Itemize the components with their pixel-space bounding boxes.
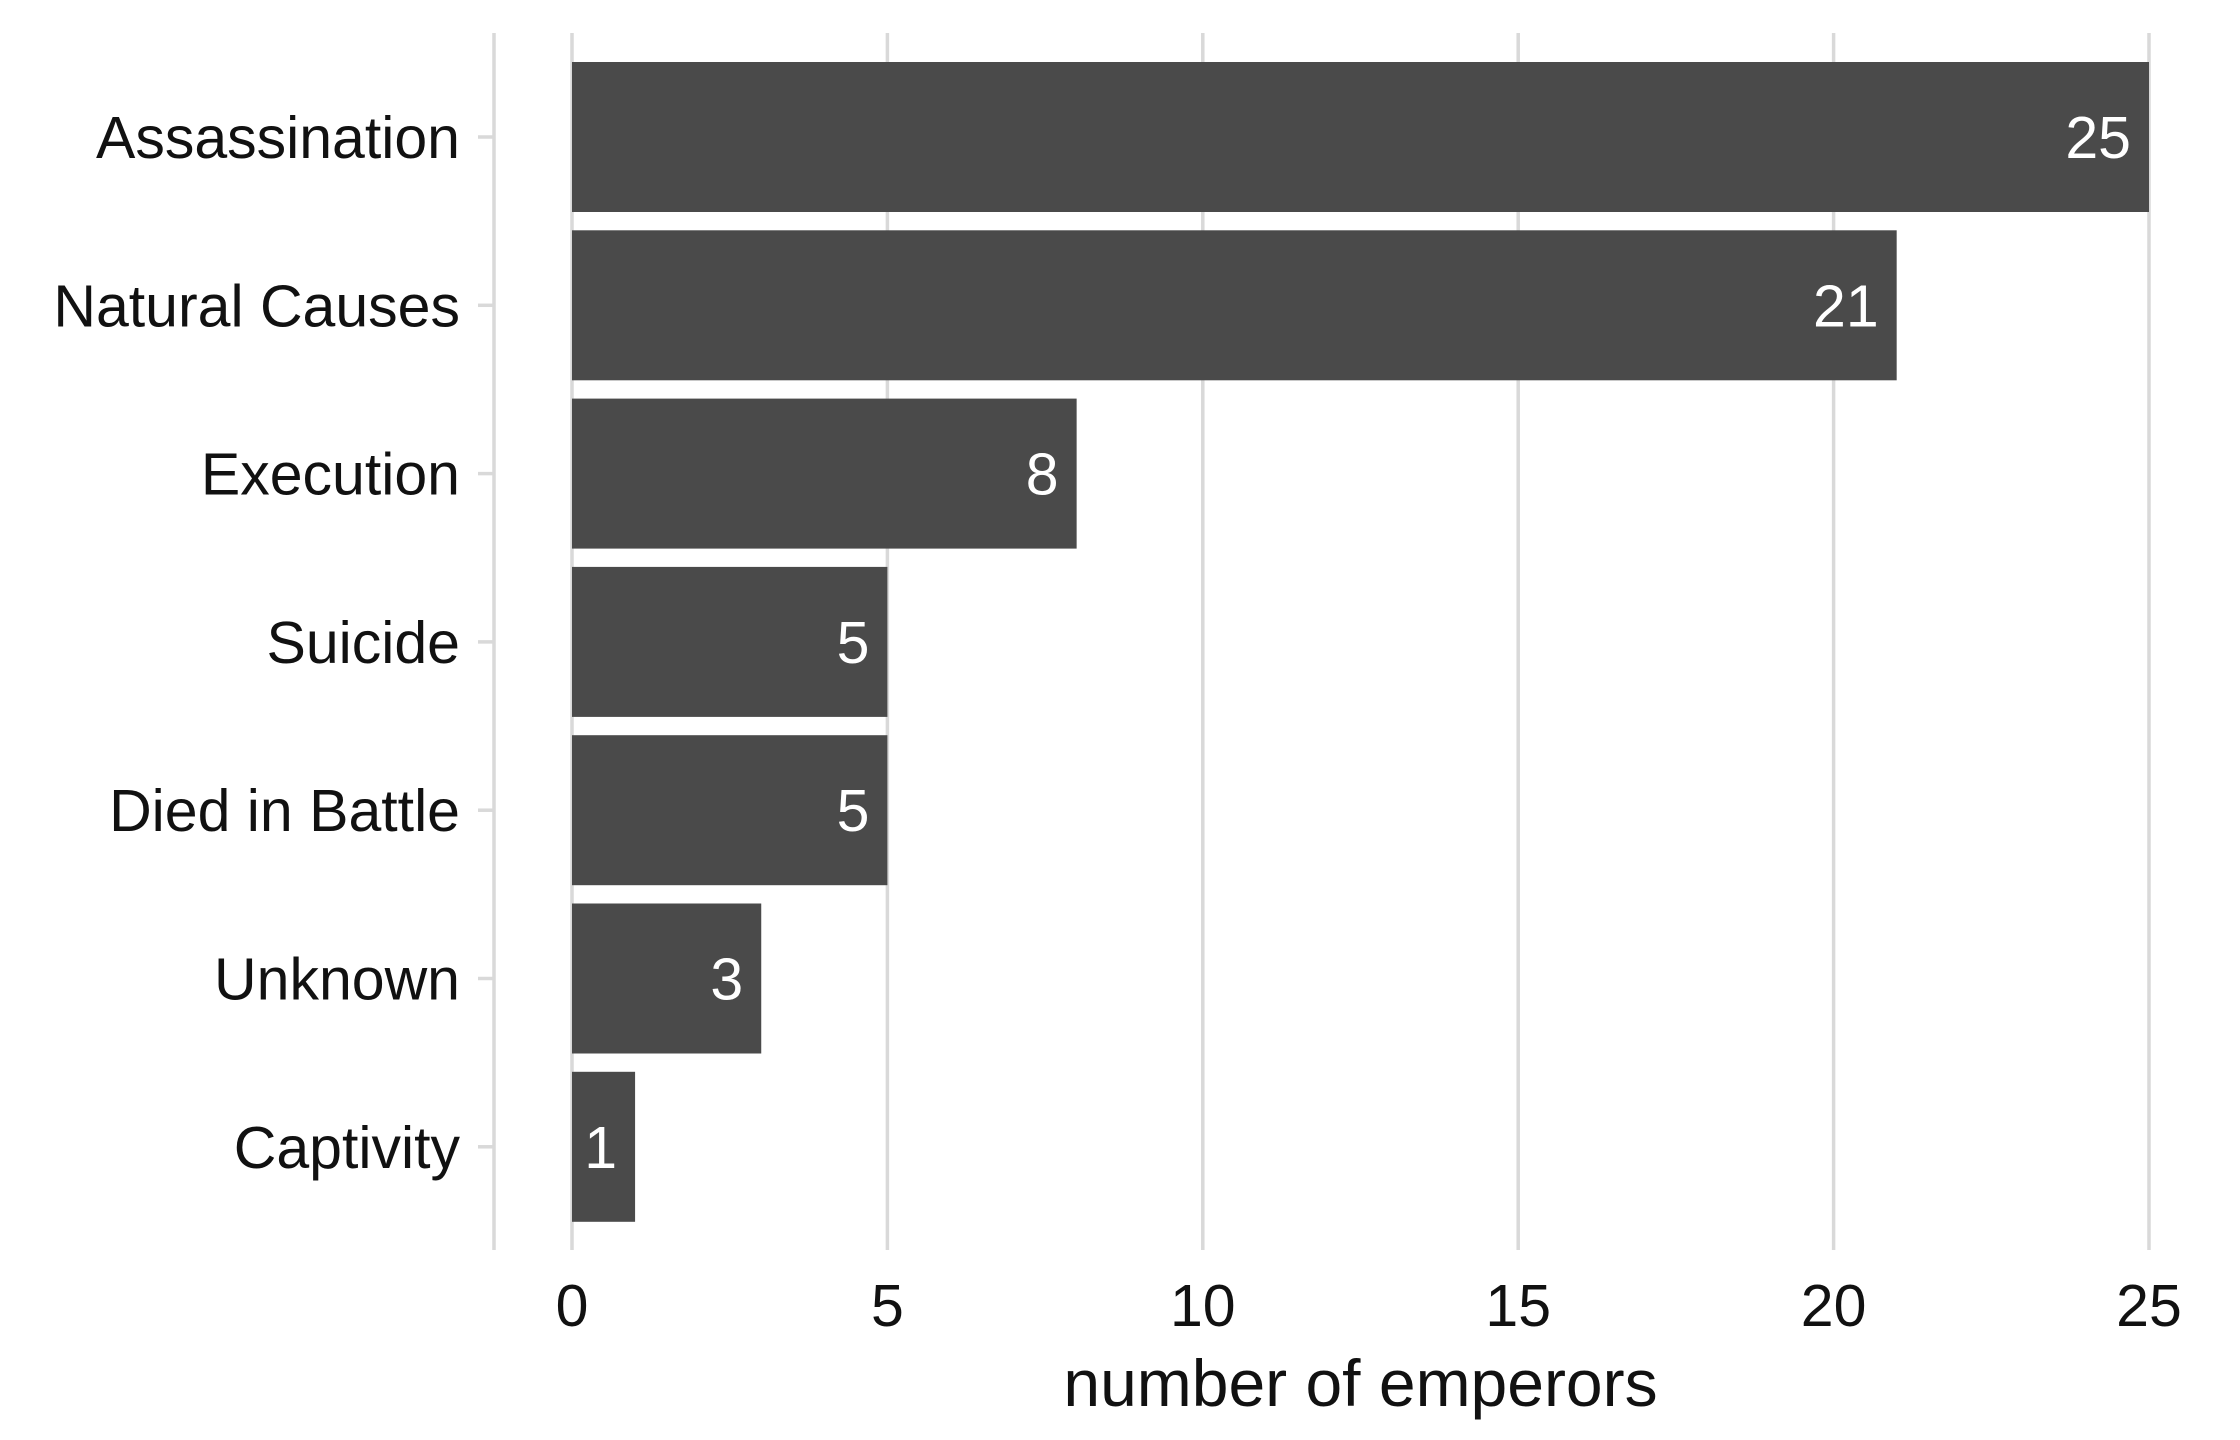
data-label: 5 [837, 778, 870, 844]
category-label: Execution [201, 442, 460, 508]
x-tick-label: 0 [556, 1273, 589, 1339]
x-tick-labels: 0 5 10 15 20 25 [556, 1273, 2182, 1339]
bar [572, 398, 1077, 549]
bar [572, 1071, 636, 1222]
x-tick-label: 15 [1485, 1273, 1551, 1339]
bar [572, 903, 762, 1054]
data-labels: 25 21 8 5 5 3 1 [584, 105, 2131, 1181]
data-label: 25 [2065, 105, 2131, 171]
x-tick-label: 20 [1801, 1273, 1867, 1339]
data-label: 8 [1026, 442, 1059, 508]
bar [572, 230, 1897, 381]
category-label: Captivity [234, 1115, 461, 1181]
category-label: Suicide [266, 610, 460, 676]
bar [572, 62, 2149, 212]
category-label: Died in Battle [109, 778, 460, 844]
data-label: 1 [584, 1115, 617, 1181]
data-label: 5 [837, 610, 870, 676]
data-label: 21 [1813, 273, 1879, 339]
x-axis-title: number of emperors [1063, 1346, 1657, 1420]
x-tick-label: 10 [1170, 1273, 1236, 1339]
category-label: Assassination [96, 105, 460, 171]
category-label: Unknown [214, 947, 460, 1013]
bar [572, 735, 888, 886]
x-tick-label: 5 [871, 1273, 904, 1339]
category-label: Natural Causes [53, 273, 460, 339]
bar [572, 566, 888, 717]
data-label: 3 [710, 947, 743, 1013]
y-axis [478, 33, 496, 1250]
bars [572, 62, 2149, 1222]
category-labels: Assassination Natural Causes Execution Suic… [53, 105, 460, 1181]
x-tick-label: 25 [2116, 1273, 2182, 1339]
